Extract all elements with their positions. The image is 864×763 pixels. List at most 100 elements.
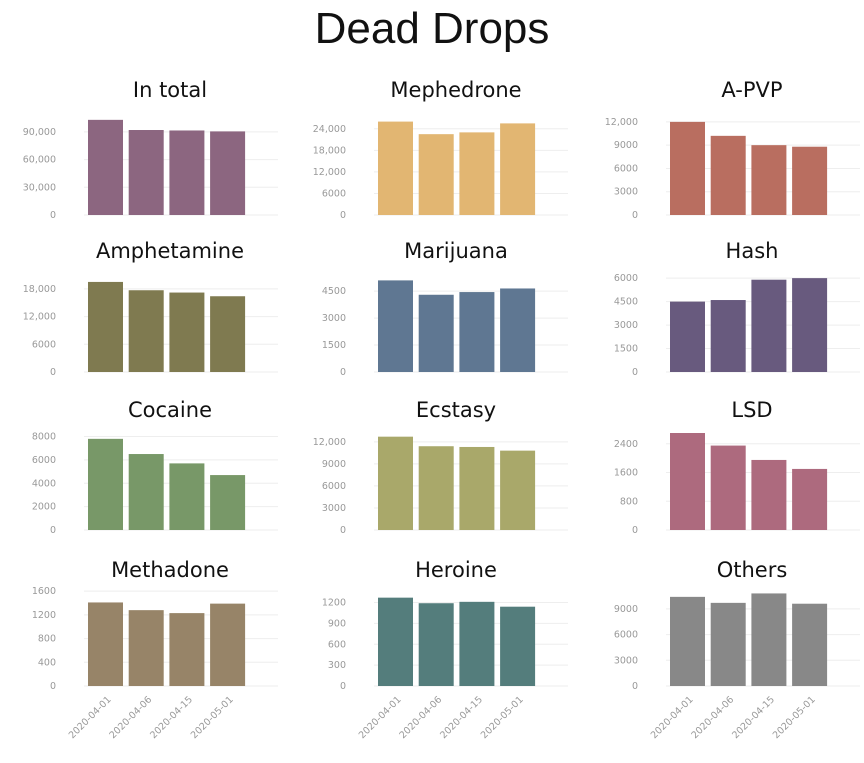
y-tick-label: 6000 (322, 188, 346, 199)
y-tick-label: 6000 (32, 339, 56, 350)
bar-2020-04-06 (418, 446, 454, 530)
chart-a-pvp: A-PVP 0 3000 6000 9000 12,000 (605, 78, 860, 221)
x-tick-label: 2020-04-15 (148, 694, 195, 741)
y-tick-label: 0 (632, 367, 638, 378)
bar-2020-04-01 (670, 596, 705, 686)
bar-2020-04-06 (710, 445, 746, 530)
y-tick-label: 4000 (32, 478, 56, 489)
y-tick-label: 9000 (322, 459, 346, 470)
bar-2020-04-06 (710, 300, 746, 372)
y-tick-label: 12,000 (23, 312, 56, 323)
y-tick-label: 0 (632, 525, 638, 536)
x-tick-label: 2020-05-01 (479, 694, 526, 741)
y-tick-label: 12,000 (313, 167, 346, 178)
bar-2020-04-15 (751, 279, 787, 372)
chart-title: Marijuana (404, 239, 508, 263)
y-tick-label: 18,000 (23, 284, 56, 295)
y-tick-label: 1500 (614, 344, 638, 355)
bar-2020-04-15 (169, 613, 205, 686)
chart-title: A-PVP (721, 78, 782, 102)
bar-2020-04-01 (88, 602, 123, 686)
bar-2020-04-15 (459, 292, 495, 372)
y-tick-label: 300 (328, 660, 346, 671)
chart-title: Methadone (111, 558, 229, 582)
bar-2020-04-06 (418, 294, 454, 372)
bar-2020-04-06 (710, 135, 746, 215)
x-tick-label: 2020-04-15 (730, 694, 777, 741)
bar-2020-05-01 (792, 603, 828, 686)
bar-2020-05-01 (500, 288, 536, 372)
y-tick-label: 6000 (614, 630, 638, 641)
bar-2020-04-01 (670, 433, 705, 530)
y-tick-label: 1500 (322, 340, 346, 351)
y-tick-label: 4500 (614, 297, 638, 308)
bar-2020-05-01 (210, 475, 246, 530)
y-tick-label: 0 (50, 681, 56, 692)
bar-2020-04-15 (751, 593, 787, 686)
x-tick-label: 2020-04-01 (357, 694, 404, 741)
x-tick-label: 2020-04-06 (689, 694, 736, 741)
y-tick-label: 0 (340, 210, 346, 221)
x-tick-label: 2020-04-06 (397, 694, 444, 741)
y-tick-label: 1600 (32, 586, 56, 597)
y-tick-label: 3000 (614, 187, 638, 198)
y-tick-label: 0 (632, 210, 638, 221)
chart-hash: Hash 0 1500 3000 4500 6000 (614, 239, 860, 378)
chart-title: Others (717, 558, 788, 582)
y-tick-label: 12,000 (313, 437, 346, 448)
bar-2020-04-15 (169, 292, 205, 372)
bar-2020-04-06 (418, 134, 454, 215)
y-tick-label: 0 (50, 525, 56, 536)
chart-methadone: Methadone0400800120016002020-04-012020-0… (32, 558, 278, 741)
bar-2020-05-01 (210, 131, 246, 215)
bar-2020-04-15 (751, 459, 787, 530)
chart-title: Ecstasy (416, 398, 496, 422)
y-tick-label: 1600 (614, 468, 638, 479)
y-tick-label: 12,000 (605, 117, 638, 128)
x-tick-label: 2020-04-06 (107, 694, 154, 741)
bar-2020-04-15 (751, 145, 787, 215)
bar-2020-04-01 (670, 121, 705, 215)
y-tick-label: 8000 (32, 432, 56, 443)
page-title: Dead Drops (314, 4, 550, 53)
y-tick-label: 6000 (614, 273, 638, 284)
y-tick-label: 1200 (32, 610, 56, 621)
bar-2020-05-01 (210, 296, 246, 372)
y-tick-label: 3000 (614, 655, 638, 666)
y-tick-label: 4500 (322, 286, 346, 297)
chart-others: Others03000600090002020-04-012020-04-062… (614, 558, 860, 741)
y-tick-label: 2000 (32, 502, 56, 513)
y-tick-label: 24,000 (313, 124, 346, 135)
bar-2020-04-15 (169, 130, 205, 215)
y-tick-label: 2400 (614, 439, 638, 450)
chart-marijuana: Marijuana 0 1500 3000 4500 (322, 239, 568, 378)
chart-title: Cocaine (128, 398, 212, 422)
y-tick-label: 3000 (322, 313, 346, 324)
y-tick-label: 800 (38, 634, 56, 645)
y-tick-label: 6000 (614, 163, 638, 174)
bar-2020-04-06 (128, 454, 164, 530)
bar-2020-04-01 (88, 119, 123, 215)
bar-2020-04-15 (459, 446, 495, 530)
bar-2020-04-01 (88, 438, 123, 530)
y-tick-label: 6000 (32, 455, 56, 466)
chart-cocaine: Cocaine 0 2000 4000 6000 8000 (32, 398, 278, 536)
y-tick-label: 400 (38, 657, 56, 668)
chart-title: LSD (731, 398, 772, 422)
bar-2020-04-15 (459, 601, 495, 686)
y-tick-label: 30,000 (23, 182, 56, 193)
x-tick-label: 2020-05-01 (771, 694, 818, 741)
y-tick-label: 900 (328, 618, 346, 629)
bar-2020-04-01 (378, 597, 413, 686)
y-tick-label: 9000 (614, 140, 638, 151)
chart-title: Amphetamine (96, 239, 244, 263)
y-tick-label: 9000 (614, 604, 638, 615)
x-tick-label: 2020-04-01 (67, 694, 114, 741)
bar-2020-04-06 (418, 603, 454, 686)
chart-ecstasy: Ecstasy 0 3000 6000 9000 12,000 (313, 398, 568, 536)
chart-in-total: In total 0 30,000 60,000 90,000 (23, 78, 278, 221)
chart-amphetamine: Amphetamine 0 6000 12,000 18,000 (23, 239, 278, 378)
bar-2020-04-01 (378, 436, 413, 530)
bar-2020-05-01 (792, 146, 828, 215)
